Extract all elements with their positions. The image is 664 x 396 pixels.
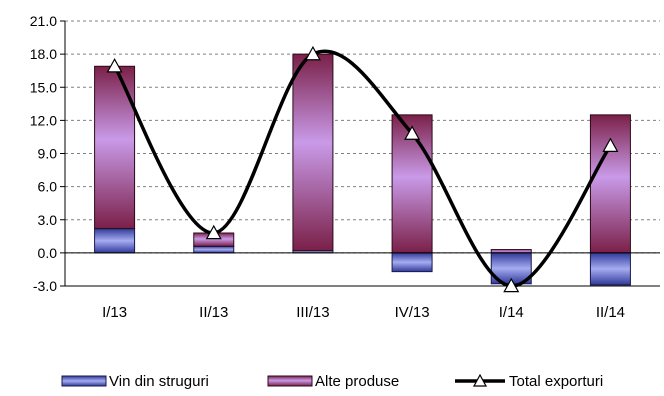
bar-alte-produse — [292, 53, 334, 252]
y-tick-label: 6.0 — [38, 179, 58, 195]
legend-swatch-alte — [267, 375, 313, 387]
total-exporturi-marker — [602, 137, 619, 152]
y-tick-label: 18.0 — [30, 46, 57, 62]
legend-label-alte: Alte produse — [315, 373, 399, 390]
legend: Vin din struguri Alte produse Total export… — [61, 373, 603, 390]
x-tick-label: IV/13 — [395, 304, 430, 321]
total-line — [106, 45, 619, 293]
x-tick-label: II/14 — [596, 304, 625, 321]
x-tick-label: I/14 — [499, 304, 524, 321]
y-tick-label: 9.0 — [38, 146, 58, 162]
total-exporturi-marker — [106, 58, 123, 73]
bar-alte-produse — [589, 114, 631, 254]
bars — [94, 53, 631, 286]
legend-swatch-vin — [61, 375, 107, 387]
legend-swatch-total-marker — [472, 373, 488, 387]
y-tick-label: 0.0 — [38, 245, 58, 261]
x-tick-label: I/13 — [102, 304, 127, 321]
y-tick-label: -3.0 — [33, 278, 57, 294]
bar-vin-din-struguri — [391, 252, 433, 273]
total-exporturi-marker — [205, 224, 222, 240]
x-tick-label: III/13 — [296, 304, 329, 321]
legend-label-vin: Vin din struguri — [109, 373, 209, 390]
total-exporturi-line — [113, 49, 612, 288]
x-tick-labels: I/13 II/13 III/13 IV/13 I/14 II/14 — [102, 304, 625, 321]
y-tick-label: 15.0 — [30, 79, 57, 95]
x-tick-label: II/13 — [199, 304, 228, 321]
bar-alte-produse — [94, 65, 136, 230]
y-tick-label: 12.0 — [30, 112, 57, 128]
total-exporturi-marker — [404, 125, 421, 140]
bar-vin-din-struguri — [193, 245, 235, 254]
y-tick-labels: 21.0 18.0 15.0 12.0 9.0 6.0 3.0 0.0 -3.0 — [30, 13, 65, 294]
y-tick-label: 3.0 — [38, 212, 58, 228]
bar-vin-din-struguri — [94, 228, 136, 254]
bar-vin-din-struguri — [589, 252, 631, 286]
y-tick-label: 21.0 — [30, 13, 57, 29]
total-exporturi-marker — [304, 45, 321, 61]
total-exporturi-marker — [503, 277, 520, 293]
legend-label-total: Total exporturi — [509, 373, 603, 390]
